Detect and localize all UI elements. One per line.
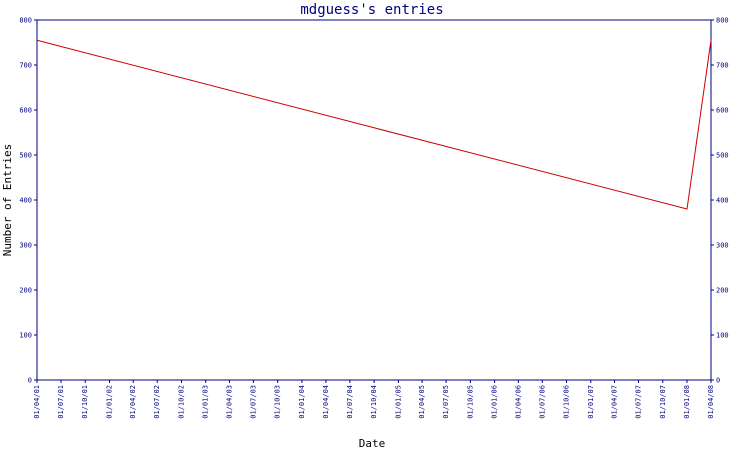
y-tick-label-right: 600 [716, 107, 729, 115]
x-tick-label: 01/04/05 [418, 385, 426, 419]
y-tick-label-right: 400 [716, 197, 729, 205]
y-tick-label-right: 200 [716, 287, 729, 295]
y-tick-label-left: 200 [19, 287, 32, 295]
y-tick-label-left: 600 [19, 107, 32, 115]
x-tick-label: 01/10/04 [370, 385, 378, 419]
x-tick-label: 01/01/04 [298, 385, 306, 419]
x-tick-label: 01/07/01 [57, 385, 65, 419]
y-tick-label-right: 100 [716, 332, 729, 340]
x-tick-label: 01/07/07 [635, 385, 643, 419]
x-tick-label: 01/01/06 [491, 385, 499, 419]
y-tick-label-left: 500 [19, 152, 32, 160]
x-tick-label: 01/10/02 [177, 385, 185, 419]
x-axis: 01/04/01 01/07/01 01/10/01 01/01/02 01/04/02… [33, 380, 715, 419]
y-tick-label-right: 0 [716, 377, 720, 385]
y-axis-right: 0 100 200 300 400 500 600 700 800 [711, 17, 729, 385]
y-tick-label-left: 300 [19, 242, 32, 250]
x-tick-label: 01/07/05 [442, 385, 450, 419]
y-tick-label-right: 800 [716, 17, 729, 25]
x-tick-label: 01/04/07 [611, 385, 619, 419]
x-tick-label: 01/10/01 [81, 385, 89, 419]
y-tick-label-right: 500 [716, 152, 729, 160]
x-tick-label: 01/10/05 [466, 385, 474, 419]
y-tick-label-right: 700 [716, 62, 729, 70]
y-tick-label-right: 300 [716, 242, 729, 250]
y-tick-label-left: 400 [19, 197, 32, 205]
x-tick-label: 01/07/06 [538, 385, 546, 419]
y-tick-label-left: 700 [19, 62, 32, 70]
y-axis-title: Number of Entries [1, 144, 14, 257]
y-tick-label-left: 100 [19, 332, 32, 340]
x-tick-label: 01/07/03 [249, 385, 257, 419]
series-line [36, 39, 712, 210]
x-tick-label: 01/04/04 [322, 385, 330, 419]
x-tick-label: 01/04/03 [225, 385, 233, 419]
x-tick-label: 01/07/04 [346, 385, 354, 419]
x-tick-label: 01/07/02 [153, 385, 161, 419]
x-axis-title: Date [359, 437, 386, 450]
x-tick-label: 01/01/02 [105, 385, 113, 419]
x-tick-label: 01/01/03 [202, 385, 210, 419]
x-tick-label: 01/01/08 [683, 385, 691, 419]
y-tick-label-left: 0 [28, 377, 32, 385]
x-tick-label: 01/10/06 [563, 385, 571, 419]
y-tick-label-left: 800 [19, 17, 32, 25]
x-tick-label: 01/04/06 [514, 385, 522, 419]
x-tick-label: 01/10/03 [274, 385, 282, 419]
x-tick-label: 01/04/01 [33, 385, 41, 419]
plot-frame [36, 19, 712, 381]
y-axis-left: 0 100 200 300 400 500 600 700 800 [19, 17, 37, 385]
x-tick-label: 01/10/07 [659, 385, 667, 419]
x-tick-label: 01/04/02 [129, 385, 137, 419]
x-tick-label: 01/04/08 [707, 385, 715, 419]
x-tick-label: 01/01/07 [587, 385, 595, 419]
series-layer [36, 39, 712, 210]
x-tick-label: 01/01/05 [394, 385, 402, 419]
chart-title: mdguess's entries [300, 2, 443, 18]
